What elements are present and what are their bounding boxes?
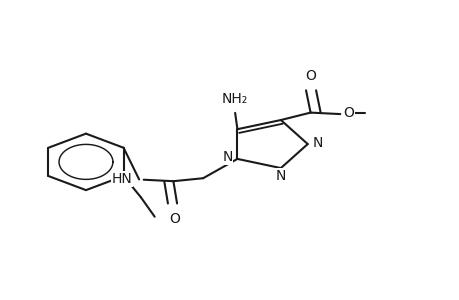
Text: HN: HN bbox=[111, 172, 132, 186]
Text: N: N bbox=[312, 136, 322, 150]
Text: O: O bbox=[342, 106, 353, 120]
Text: N: N bbox=[222, 150, 232, 164]
Text: NH₂: NH₂ bbox=[222, 92, 248, 106]
Text: N: N bbox=[275, 169, 285, 182]
Text: O: O bbox=[168, 212, 179, 226]
Text: O: O bbox=[305, 69, 316, 83]
